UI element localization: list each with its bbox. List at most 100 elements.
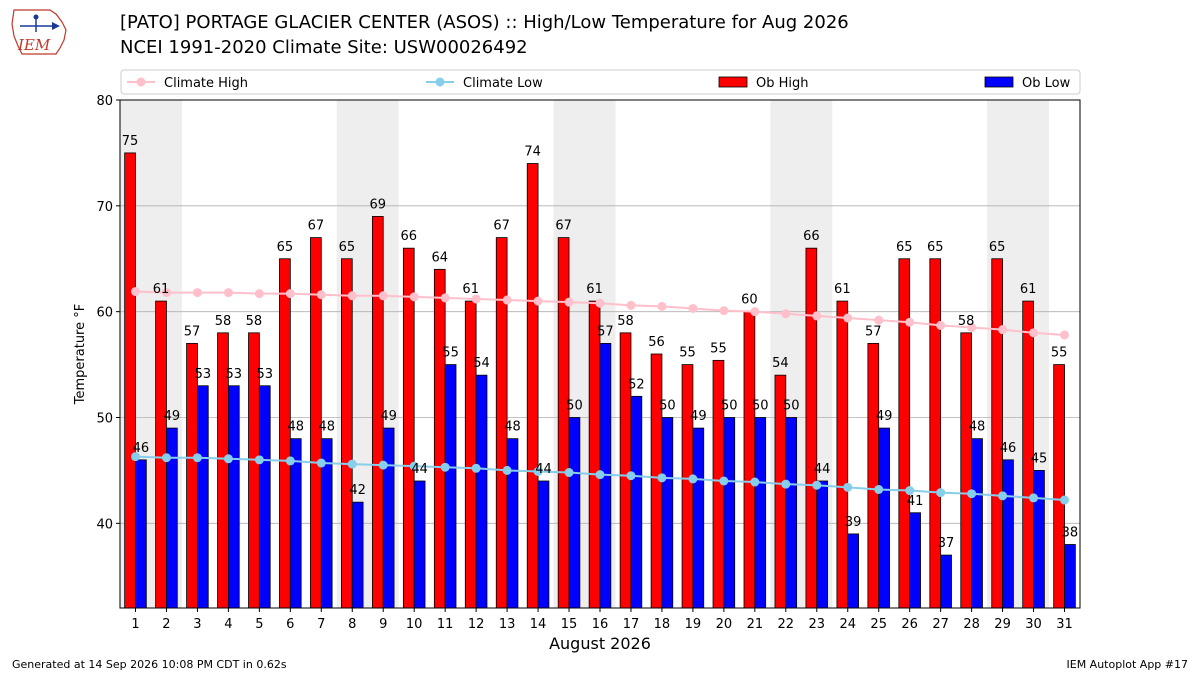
x-tick-label: 2 — [162, 617, 170, 632]
ob-high-label: 58 — [617, 314, 634, 329]
x-tick-label: 27 — [932, 617, 949, 632]
ob-low-label: 50 — [783, 399, 800, 414]
climate-low-point — [874, 484, 884, 494]
ob-high-label: 69 — [370, 197, 387, 212]
ob-high-label: 60 — [741, 293, 758, 308]
climate-high-point — [812, 311, 822, 321]
legend-ob-high-swatch — [718, 76, 748, 88]
ob-high-bar — [805, 247, 818, 609]
ob-low-label: 45 — [1031, 451, 1048, 466]
ob-low-bar — [940, 554, 952, 609]
x-tick-label: 4 — [224, 617, 232, 632]
climate-high-point — [564, 297, 574, 307]
ob-high-bar — [433, 268, 446, 609]
ob-high-bar — [402, 247, 415, 609]
y-tick-label: 60 — [96, 306, 113, 321]
ob-low-label: 50 — [566, 399, 583, 414]
ob-high-label: 67 — [308, 219, 325, 234]
x-tick-label: 18 — [654, 617, 671, 632]
ob-high-bar — [743, 311, 756, 609]
climate-high-point — [719, 306, 729, 316]
x-tick-label: 20 — [716, 617, 733, 632]
ob-high-label: 54 — [772, 356, 789, 371]
climate-high-point — [285, 289, 295, 299]
ob-high-label: 65 — [989, 240, 1006, 255]
generated-timestamp: Generated at 14 Sep 2026 10:08 PM CDT in… — [12, 658, 287, 671]
x-tick-label: 28 — [963, 617, 980, 632]
climate-low-point — [316, 458, 326, 468]
climate-low-point — [285, 456, 295, 466]
legend-climate-high-marker — [136, 77, 146, 87]
ob-low-label: 41 — [907, 494, 924, 509]
x-tick-label: 15 — [561, 617, 578, 632]
x-tick-label: 5 — [255, 617, 263, 632]
iem-logo: IEM — [11, 9, 67, 55]
x-tick-label: 7 — [317, 617, 325, 632]
ob-high-bar — [836, 300, 849, 609]
ob-low-bar — [661, 417, 674, 609]
climate-low-point — [1060, 495, 1070, 505]
climate-low-point — [719, 476, 729, 486]
legend-ob-low-label: Ob Low — [1022, 76, 1071, 91]
x-tick-label: 6 — [286, 617, 294, 632]
climate-high-point — [254, 289, 264, 299]
ob-high-bar — [341, 258, 353, 609]
legend-ob-low-swatch — [984, 76, 1014, 88]
climate-low-point — [192, 453, 202, 463]
ob-high-label: 64 — [431, 250, 448, 265]
climate-low-point — [471, 463, 481, 473]
climate-low-point — [1029, 493, 1039, 503]
ob-high-label: 57 — [184, 324, 201, 339]
x-tick-label: 30 — [1025, 617, 1042, 632]
ob-high-bar — [557, 237, 570, 609]
climate-low-point — [626, 471, 636, 481]
ob-high-label: 74 — [524, 145, 541, 160]
y-tick-label: 50 — [96, 412, 113, 427]
legend-climate-low-marker — [435, 77, 445, 87]
climate-low-point — [378, 460, 388, 470]
x-tick-label: 31 — [1056, 617, 1073, 632]
ob-high-bar — [526, 163, 539, 609]
climate-low-point — [347, 459, 357, 469]
ob-low-label: 49 — [380, 409, 397, 424]
ob-low-label: 44 — [814, 462, 831, 477]
ob-high-bar — [867, 343, 880, 609]
chart-subtitle: NCEI 1991-2020 Climate Site: USW00026492 — [120, 37, 528, 58]
ob-low-bar — [227, 385, 240, 609]
ob-low-bar — [1002, 459, 1014, 609]
climate-low-point — [781, 479, 791, 489]
ob-low-label: 48 — [318, 420, 335, 435]
climate-high-point — [533, 296, 543, 306]
ob-low-bar — [692, 427, 705, 609]
ob-high-label: 61 — [1020, 282, 1037, 297]
ob-low-label: 53 — [257, 367, 274, 382]
climate-high-point — [657, 301, 667, 311]
ob-low-label: 53 — [195, 367, 212, 382]
ob-low-bar — [630, 395, 643, 609]
ob-high-label: 55 — [1051, 346, 1068, 361]
x-tick-label: 14 — [530, 617, 547, 632]
ob-low-bar — [444, 364, 457, 609]
app-credit: IEM Autoplot App #17 — [1066, 658, 1189, 671]
climate-high-point — [1029, 328, 1039, 338]
climate-high-point — [192, 288, 202, 298]
ob-low-bar — [197, 385, 209, 609]
ob-low-bar — [723, 417, 736, 609]
x-tick-label: 12 — [468, 617, 485, 632]
ob-high-label: 61 — [586, 282, 603, 297]
ob-low-label: 52 — [628, 377, 645, 392]
climate-low-point — [223, 454, 233, 464]
ob-low-bar — [351, 501, 364, 609]
chart-title: [PATO] PORTAGE GLACIER CENTER (ASOS) :: … — [120, 12, 849, 33]
x-tick-label: 11 — [437, 617, 454, 632]
ob-high-bar — [929, 258, 942, 609]
ob-low-bar — [971, 438, 983, 609]
ob-high-bar — [186, 343, 198, 609]
ob-high-bar — [681, 364, 694, 609]
ob-high-label: 66 — [803, 229, 820, 244]
ob-high-bar — [898, 258, 911, 609]
climate-high-point — [378, 291, 388, 301]
y-tick-label: 40 — [96, 517, 113, 532]
legend-ob-high-label: Ob High — [756, 76, 809, 91]
